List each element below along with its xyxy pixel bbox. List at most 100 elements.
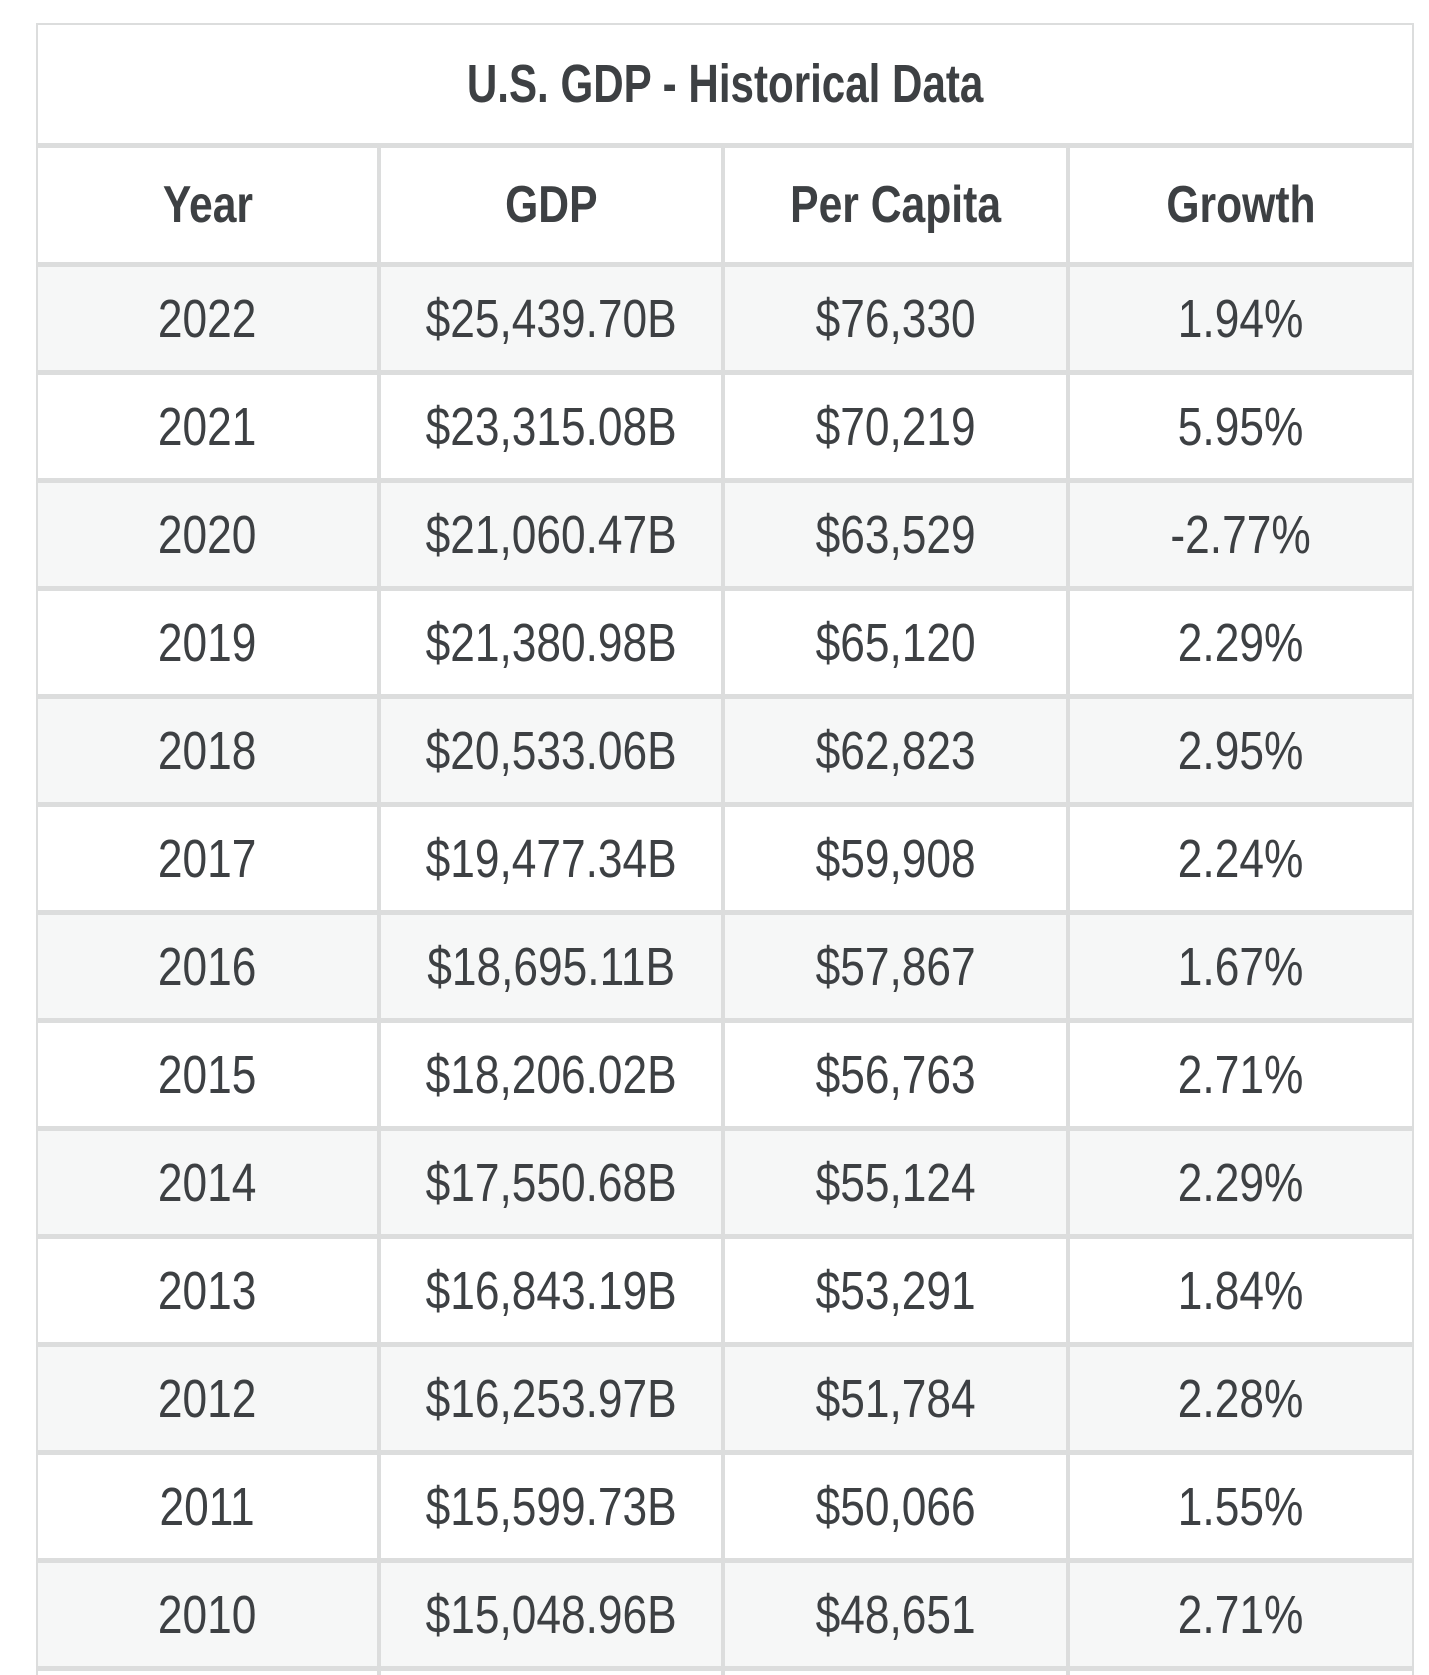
cell-value: $21,380.98B — [425, 612, 677, 673]
cell-per-capita: $76,330 — [725, 267, 1070, 375]
cell-value: $15,599.73B — [425, 1476, 677, 1537]
table-row: 2017 $19,477.34B $59,908 2.24% — [36, 807, 1414, 915]
cell-gdp: $16,843.19B — [381, 1239, 725, 1347]
column-header-growth: Growth — [1070, 148, 1414, 267]
cell-value: $59,908 — [815, 828, 976, 889]
cell-year: 2010 — [36, 1563, 381, 1671]
table-row: 2016 $18,695.11B $57,867 1.67% — [36, 915, 1414, 1023]
cell-value: $16,843.19B — [425, 1260, 677, 1321]
table-row: 2020 $21,060.47B $63,529 -2.77% — [36, 483, 1414, 591]
cell-year: 2021 — [36, 375, 381, 483]
cell-value: 2019 — [158, 612, 257, 673]
cell-per-capita: $62,823 — [725, 699, 1070, 807]
cell-value: $18,695.11B — [427, 936, 675, 997]
cell-per-capita: $48,651 — [725, 1563, 1070, 1671]
table-head: U.S. GDP - Historical Data Year GDP Per Ca… — [36, 23, 1414, 267]
cell-value: 2013 — [158, 1260, 257, 1321]
column-header-label: Per Capita — [790, 176, 1001, 234]
cell-growth: 1.67% — [1070, 915, 1414, 1023]
header-row: Year GDP Per Capita Growth — [36, 148, 1414, 267]
cell-year: 2017 — [36, 807, 381, 915]
cell-value: 2.28% — [1178, 1368, 1304, 1429]
cell-value: $57,867 — [815, 936, 976, 997]
cell-value: 2.71% — [1178, 1584, 1304, 1645]
column-header-year: Year — [36, 148, 381, 267]
cell-value: 1.67% — [1178, 936, 1304, 997]
cell-value: $76,330 — [815, 288, 976, 349]
cell-year: 2013 — [36, 1239, 381, 1347]
cell-value: 2.71% — [1178, 1044, 1304, 1105]
cell-value: 2015 — [158, 1044, 257, 1105]
column-header-label: Year — [162, 176, 253, 234]
cell-value: $16,253.97B — [425, 1368, 677, 1429]
cell-value: 1.55% — [1178, 1476, 1304, 1537]
cell-empty — [1070, 1671, 1414, 1675]
cell-value: 1.94% — [1178, 288, 1304, 349]
table-title-cell: U.S. GDP - Historical Data — [36, 23, 1414, 148]
cell-value: $48,651 — [815, 1584, 976, 1645]
cell-per-capita: $63,529 — [725, 483, 1070, 591]
cell-value: $51,784 — [815, 1368, 976, 1429]
cell-year: 2022 — [36, 267, 381, 375]
cell-gdp: $21,060.47B — [381, 483, 725, 591]
cell-growth: 2.28% — [1070, 1347, 1414, 1455]
cell-value: $19,477.34B — [425, 828, 677, 889]
cell-value: $70,219 — [815, 396, 976, 457]
table-row: 2019 $21,380.98B $65,120 2.29% — [36, 591, 1414, 699]
cell-year: 2019 — [36, 591, 381, 699]
table-row: 2021 $23,315.08B $70,219 5.95% — [36, 375, 1414, 483]
cell-empty — [36, 1671, 381, 1675]
cell-value: $18,206.02B — [425, 1044, 677, 1105]
cell-per-capita: $56,763 — [725, 1023, 1070, 1131]
cell-value: 2.29% — [1178, 1152, 1304, 1213]
cell-value: 2020 — [158, 504, 257, 565]
title-row: U.S. GDP - Historical Data — [36, 23, 1414, 148]
cell-value: -2.77% — [1170, 504, 1312, 565]
cell-growth: -2.77% — [1070, 483, 1414, 591]
cell-gdp: $18,206.02B — [381, 1023, 725, 1131]
cell-year: 2018 — [36, 699, 381, 807]
cell-value: 2014 — [158, 1152, 257, 1213]
cell-empty — [381, 1671, 725, 1675]
cell-value: $55,124 — [815, 1152, 976, 1213]
cell-growth: 1.55% — [1070, 1455, 1414, 1563]
table-row: 2012 $16,253.97B $51,784 2.28% — [36, 1347, 1414, 1455]
cell-per-capita: $65,120 — [725, 591, 1070, 699]
table-row: 2013 $16,843.19B $53,291 1.84% — [36, 1239, 1414, 1347]
cell-value: $50,066 — [815, 1476, 976, 1537]
cell-gdp: $25,439.70B — [381, 267, 725, 375]
cell-gdp: $19,477.34B — [381, 807, 725, 915]
cell-year: 2014 — [36, 1131, 381, 1239]
cell-value: 2011 — [159, 1476, 256, 1537]
column-header-gdp: GDP — [381, 148, 725, 267]
cell-value: 2010 — [158, 1584, 257, 1645]
cell-gdp: $20,533.06B — [381, 699, 725, 807]
table-row: 2022 $25,439.70B $76,330 1.94% — [36, 267, 1414, 375]
column-header-label: Growth — [1166, 176, 1316, 234]
cell-gdp: $15,599.73B — [381, 1455, 725, 1563]
cell-gdp: $16,253.97B — [381, 1347, 725, 1455]
cell-per-capita: $53,291 — [725, 1239, 1070, 1347]
cell-year: 2016 — [36, 915, 381, 1023]
cell-value: 1.84% — [1178, 1260, 1304, 1321]
column-header-per-capita: Per Capita — [725, 148, 1070, 267]
table-row: 2018 $20,533.06B $62,823 2.95% — [36, 699, 1414, 807]
cell-value: 2.95% — [1178, 720, 1304, 781]
cell-growth: 2.29% — [1070, 591, 1414, 699]
table-row-partial — [36, 1671, 1414, 1675]
cell-value: 2018 — [158, 720, 257, 781]
cell-gdp: $17,550.68B — [381, 1131, 725, 1239]
table-title: U.S. GDP - Historical Data — [466, 54, 984, 114]
cell-value: $20,533.06B — [425, 720, 677, 781]
cell-per-capita: $59,908 — [725, 807, 1070, 915]
cell-gdp: $23,315.08B — [381, 375, 725, 483]
table-row: 2015 $18,206.02B $56,763 2.71% — [36, 1023, 1414, 1131]
cell-value: 2017 — [158, 828, 257, 889]
cell-value: 2021 — [158, 396, 257, 457]
cell-value: $25,439.70B — [425, 288, 677, 349]
cell-value: $21,060.47B — [425, 504, 677, 565]
table-row: 2014 $17,550.68B $55,124 2.29% — [36, 1131, 1414, 1239]
cell-growth: 2.29% — [1070, 1131, 1414, 1239]
cell-growth: 2.24% — [1070, 807, 1414, 915]
cell-growth: 2.71% — [1070, 1563, 1414, 1671]
